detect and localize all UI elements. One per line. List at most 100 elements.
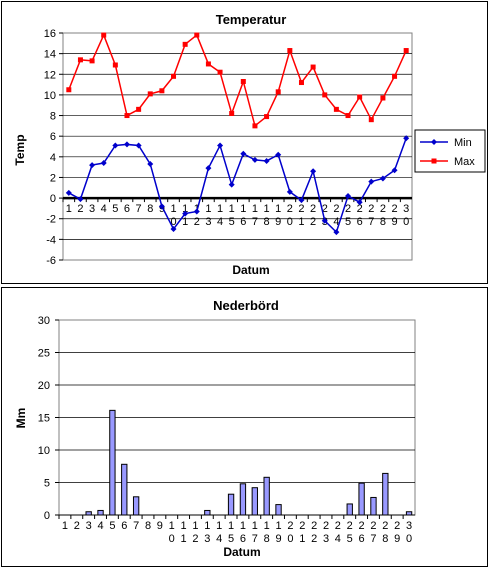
min-point xyxy=(368,178,375,185)
max-point xyxy=(136,106,142,112)
precipitation-bar xyxy=(346,503,353,516)
min-point xyxy=(298,197,305,204)
max-point xyxy=(333,106,339,112)
min-point xyxy=(310,168,317,175)
precipitation-bar xyxy=(109,409,116,516)
x-tick-label: 7 xyxy=(133,520,139,532)
x-tick-label: 12 xyxy=(194,203,200,228)
min-point xyxy=(333,229,340,236)
precipitation-bar xyxy=(204,509,211,516)
precipitation-bar xyxy=(132,496,140,516)
max-point xyxy=(147,91,153,97)
max-point xyxy=(345,113,351,119)
x-tick-label: 9 xyxy=(157,520,163,532)
max-point xyxy=(89,58,95,64)
legend-max-label: Max xyxy=(454,156,475,168)
y-tick-label: -4 xyxy=(46,234,56,246)
min-point xyxy=(403,135,410,142)
precipitation-y-axis-label: Mm xyxy=(14,408,28,429)
y-tick-label: 5 xyxy=(44,478,50,490)
min-point xyxy=(321,217,328,224)
x-tick-label: 4 xyxy=(97,520,103,532)
min-point xyxy=(170,226,177,233)
max-point xyxy=(101,32,107,38)
precipitation-chart-title: Nederbörd xyxy=(213,298,279,313)
y-tick-label: 8 xyxy=(50,111,56,123)
y-tick-label: -2 xyxy=(46,214,56,226)
max-point xyxy=(298,80,304,86)
min-point xyxy=(251,156,258,163)
temperature-y-ticks: -6 -4 -2 0 2 4 6 8 10 12 14 16 xyxy=(44,28,63,267)
y-tick-label: 30 xyxy=(38,315,50,327)
legend-box xyxy=(414,129,486,173)
x-tick-label: 3 xyxy=(89,203,95,215)
max-point xyxy=(322,92,328,98)
max-point xyxy=(124,113,130,119)
y-tick-label: 12 xyxy=(44,69,56,81)
x-tick-label: 7 xyxy=(136,203,142,215)
max-point xyxy=(194,32,200,38)
x-tick-label: 2 xyxy=(74,520,80,532)
legend-min-marker xyxy=(431,139,437,145)
temperature-chart-panel: Temperatur Datum Temp -6 -4 -2 0 2 4 6 8 10 12 14 1… xyxy=(1,1,488,284)
temperature-series xyxy=(65,32,410,236)
min-point xyxy=(112,142,119,149)
min-point xyxy=(391,167,398,174)
temperature-y-axis-label: Temp xyxy=(13,134,27,165)
x-tick-label: 5 xyxy=(112,203,118,215)
y-tick-label: 4 xyxy=(50,152,56,164)
x-tick-label: 6 xyxy=(124,203,130,215)
x-tick-label: 4 xyxy=(101,203,107,215)
temperature-gridlines xyxy=(62,32,413,261)
y-tick-label: 0 xyxy=(44,510,50,522)
min-point xyxy=(275,151,282,158)
y-tick-label: 15 xyxy=(38,413,50,425)
x-tick-label: 2 xyxy=(77,203,83,215)
y-tick-label: 20 xyxy=(38,380,50,392)
min-point xyxy=(100,160,107,167)
precipitation-bar xyxy=(239,483,247,516)
precipitation-bar xyxy=(121,463,128,516)
max-point xyxy=(252,123,258,129)
max-point xyxy=(77,57,83,63)
precipitation-bar xyxy=(227,493,235,516)
x-tick-label: 8 xyxy=(145,520,151,532)
precipitation-bar xyxy=(85,511,92,516)
y-tick-label: 10 xyxy=(44,90,56,102)
precipitation-bar xyxy=(263,476,270,516)
precipitation-bar xyxy=(275,504,282,516)
precipitation-bars xyxy=(85,409,413,516)
max-point xyxy=(380,95,386,101)
y-tick-label: 10 xyxy=(38,445,50,457)
y-tick-label: 16 xyxy=(44,28,56,40)
min-point xyxy=(158,203,165,210)
max-point xyxy=(275,89,281,95)
x-tick-label: 5 xyxy=(109,520,115,532)
min-point xyxy=(193,208,200,215)
max-point xyxy=(159,88,165,94)
